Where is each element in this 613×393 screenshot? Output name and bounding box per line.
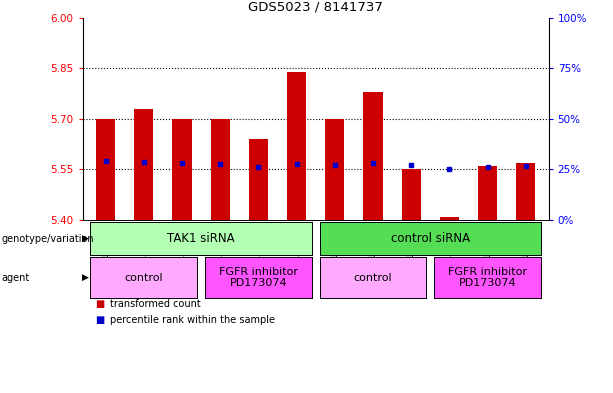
Text: transformed count: transformed count (110, 299, 201, 309)
Text: FGFR inhibitor
PD173074: FGFR inhibitor PD173074 (448, 267, 527, 288)
Text: control: control (124, 273, 163, 283)
Bar (134, 109, 153, 220)
Text: FGFR inhibitor
PD173074: FGFR inhibitor PD173074 (219, 267, 298, 288)
Text: ▶: ▶ (82, 273, 89, 282)
Text: control siRNA: control siRNA (390, 232, 470, 245)
Text: ■: ■ (95, 299, 104, 309)
Bar (326, 119, 345, 220)
Text: GDS5023 / 8141737: GDS5023 / 8141737 (248, 1, 383, 14)
Text: agent: agent (1, 273, 29, 283)
Bar (402, 169, 421, 220)
Bar (249, 139, 268, 220)
Text: genotype/variation: genotype/variation (1, 234, 94, 244)
Text: TAK1 siRNA: TAK1 siRNA (167, 232, 235, 245)
Text: percentile rank within the sample: percentile rank within the sample (110, 315, 275, 325)
Bar (211, 119, 230, 220)
Bar (516, 163, 535, 220)
Text: control: control (354, 273, 392, 283)
Bar (172, 119, 192, 220)
Bar (287, 72, 306, 220)
Text: ■: ■ (95, 315, 104, 325)
Text: ▶: ▶ (82, 234, 89, 243)
Bar (478, 166, 497, 220)
Bar (364, 92, 383, 220)
Bar (96, 119, 115, 220)
Bar (440, 217, 459, 220)
